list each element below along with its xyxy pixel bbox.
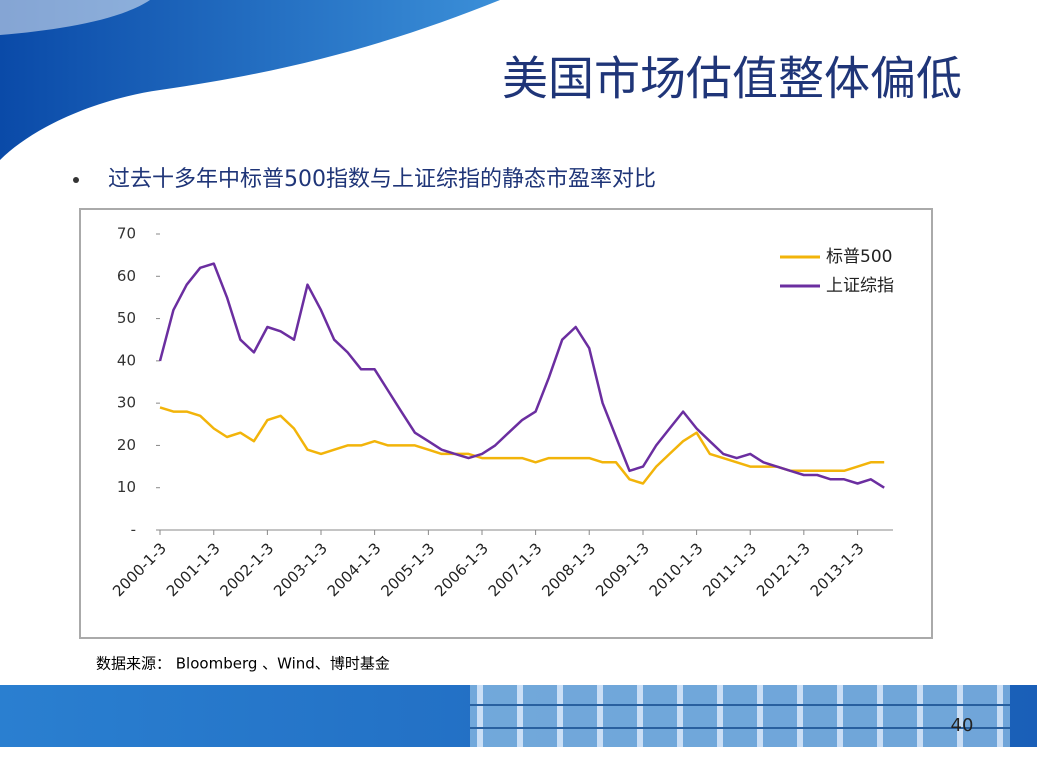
bullet-text: 过去十多年中标普500指数与上证综指的静态市盈率对比 [108,167,656,192]
y-tick-label: 10 [117,478,136,496]
y-tick-label: 20 [117,436,136,454]
series-line [158,262,885,489]
slide-title: 美国市场估值整体偏低 [502,52,962,106]
chart-frame [79,208,933,639]
legend-label: 上证综指 [826,276,894,296]
footer-building [470,685,1010,747]
page-number: 40 [951,715,974,736]
source-note: 数据来源： Bloomberg 、Wind、博时基金 [96,655,390,673]
y-tick-label: 30 [117,394,136,412]
y-tick-label: - [131,521,136,539]
header-swoosh-light [0,0,150,35]
series-line [159,406,885,485]
y-tick-label: 40 [117,351,136,369]
y-tick-label: 70 [117,225,136,243]
legend-label: 标普500 [826,247,892,267]
bullet-dot [73,177,79,183]
header-swoosh [0,0,500,160]
y-tick-label: 60 [117,267,136,285]
y-tick-label: 50 [117,309,136,327]
